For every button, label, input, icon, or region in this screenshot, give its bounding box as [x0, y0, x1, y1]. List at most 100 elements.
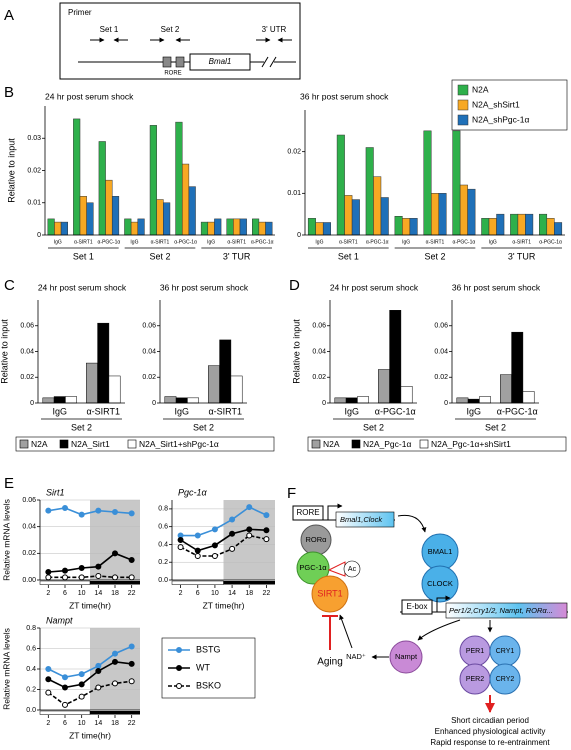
dark-bar [90, 581, 140, 585]
element-label: RORE [164, 71, 181, 77]
point [62, 574, 68, 581]
legend-marker [176, 683, 182, 689]
legend-label: N2A_Sirt1 [71, 439, 110, 449]
gene-box [189, 53, 251, 71]
point [128, 643, 135, 650]
x-tick-label: 6 [63, 720, 67, 727]
x-axis-label: ZT time(hr) [69, 730, 111, 740]
legend-label: N2A_Pgc-1α [363, 439, 411, 449]
point [62, 567, 68, 574]
y-tick-label: 0.0 [26, 707, 36, 714]
bar [98, 141, 106, 236]
point [128, 678, 135, 685]
x-subcategory-label: IgG [489, 239, 497, 245]
clock-node [421, 565, 459, 603]
bar [467, 188, 476, 236]
point [95, 684, 102, 691]
legend-swatch [457, 84, 469, 96]
bar [65, 396, 77, 404]
light-bar [171, 580, 224, 585]
bar [208, 365, 220, 404]
x-tick-label: 2 [46, 590, 50, 597]
x-subcategory-label: α-SIRT1 [74, 239, 93, 245]
bar [175, 397, 188, 404]
y-tick-label: 0.06 [142, 323, 156, 330]
bar [188, 186, 196, 236]
x-tick-label: 10 [211, 590, 219, 597]
y-tick-label: 0.4 [158, 541, 168, 548]
point [177, 537, 184, 543]
ac-link [327, 561, 346, 577]
x-subcategory-label: α-PGC-1α [366, 239, 389, 245]
bar [389, 310, 402, 404]
chart-title: 36 hr post serum shock [300, 91, 389, 101]
panel-label: F [287, 485, 296, 502]
panel-label: D [289, 277, 300, 294]
bar [510, 213, 519, 236]
y-tick-label: 0.02 [142, 374, 156, 381]
x-tick-label: 6 [196, 590, 200, 597]
point [128, 510, 135, 517]
point [128, 574, 135, 581]
point [211, 553, 218, 559]
bar [164, 396, 177, 404]
x-tick-label: 3' TUR [223, 251, 251, 261]
primer-label: Set 1 [100, 25, 119, 34]
point [45, 666, 52, 672]
diagram-title: Primer [68, 8, 92, 17]
legend-label: N2A_shPgc-1α [472, 114, 529, 124]
gene-label: Bmal1 [209, 57, 232, 66]
x-tick-label: 3' TUR [508, 251, 536, 261]
y-tick-label: 0.06 [312, 323, 326, 330]
x-subcategory-label: α-SIRT1 [426, 239, 445, 245]
bar [525, 213, 534, 236]
dark-bar [223, 581, 275, 585]
gene-box [445, 602, 568, 619]
y-tick-label: 0.04 [434, 348, 448, 355]
bar [496, 213, 505, 236]
x-tick-label: 18 [111, 720, 119, 727]
bar [479, 396, 491, 404]
x-subcategory-label: α-SIRT1 [151, 239, 170, 245]
arrow [417, 619, 461, 641]
legend-swatch [59, 439, 69, 449]
enhancer-label: E-box [407, 602, 428, 611]
y-tick-label: 0.06 [434, 323, 448, 330]
point [78, 574, 85, 581]
x-tick-label: 14 [94, 720, 102, 727]
point [78, 681, 85, 688]
chart-title: 36 hr post serum shock [452, 282, 541, 292]
bar [546, 218, 555, 236]
y-tick-label: 0.04 [142, 348, 156, 355]
point [78, 671, 85, 678]
bar [230, 375, 243, 404]
tss-arrow [436, 595, 451, 612]
y-tick-label: 0 [444, 400, 448, 407]
tss-arrow [327, 503, 343, 520]
bar [456, 397, 469, 404]
y-tick-label: 0.01 [287, 190, 301, 197]
bar [481, 218, 490, 236]
y-tick-label: 0.2 [26, 686, 36, 693]
legend-swatch [457, 99, 469, 111]
x-tick-label: Set 2 [424, 251, 445, 261]
bar [357, 396, 369, 404]
diagram-f: RORE Bmal1,Clock RORα PGC-1α Ac SIRT1 Ag… [292, 503, 568, 747]
repressor-label: PER2 [466, 676, 484, 683]
point [211, 526, 218, 533]
bar [252, 218, 260, 236]
y-tick-label: 0 [322, 400, 326, 407]
point [246, 526, 253, 533]
point [229, 545, 236, 552]
point [45, 676, 52, 683]
legend-label: WT [196, 662, 210, 672]
panel-label: A [4, 7, 14, 24]
x-tick-label: IgG [344, 406, 359, 416]
x-axis-label: Set 2 [485, 422, 506, 432]
repressor-label: CRY1 [496, 648, 515, 655]
bar [322, 222, 331, 236]
bar [79, 196, 87, 236]
x-axis-label: ZT time(hr) [69, 600, 111, 610]
diagram-a: Primer Set 1 Set 2 3' UTR RORE Bmal1 [59, 2, 301, 80]
x-tick-label: 22 [128, 590, 136, 597]
